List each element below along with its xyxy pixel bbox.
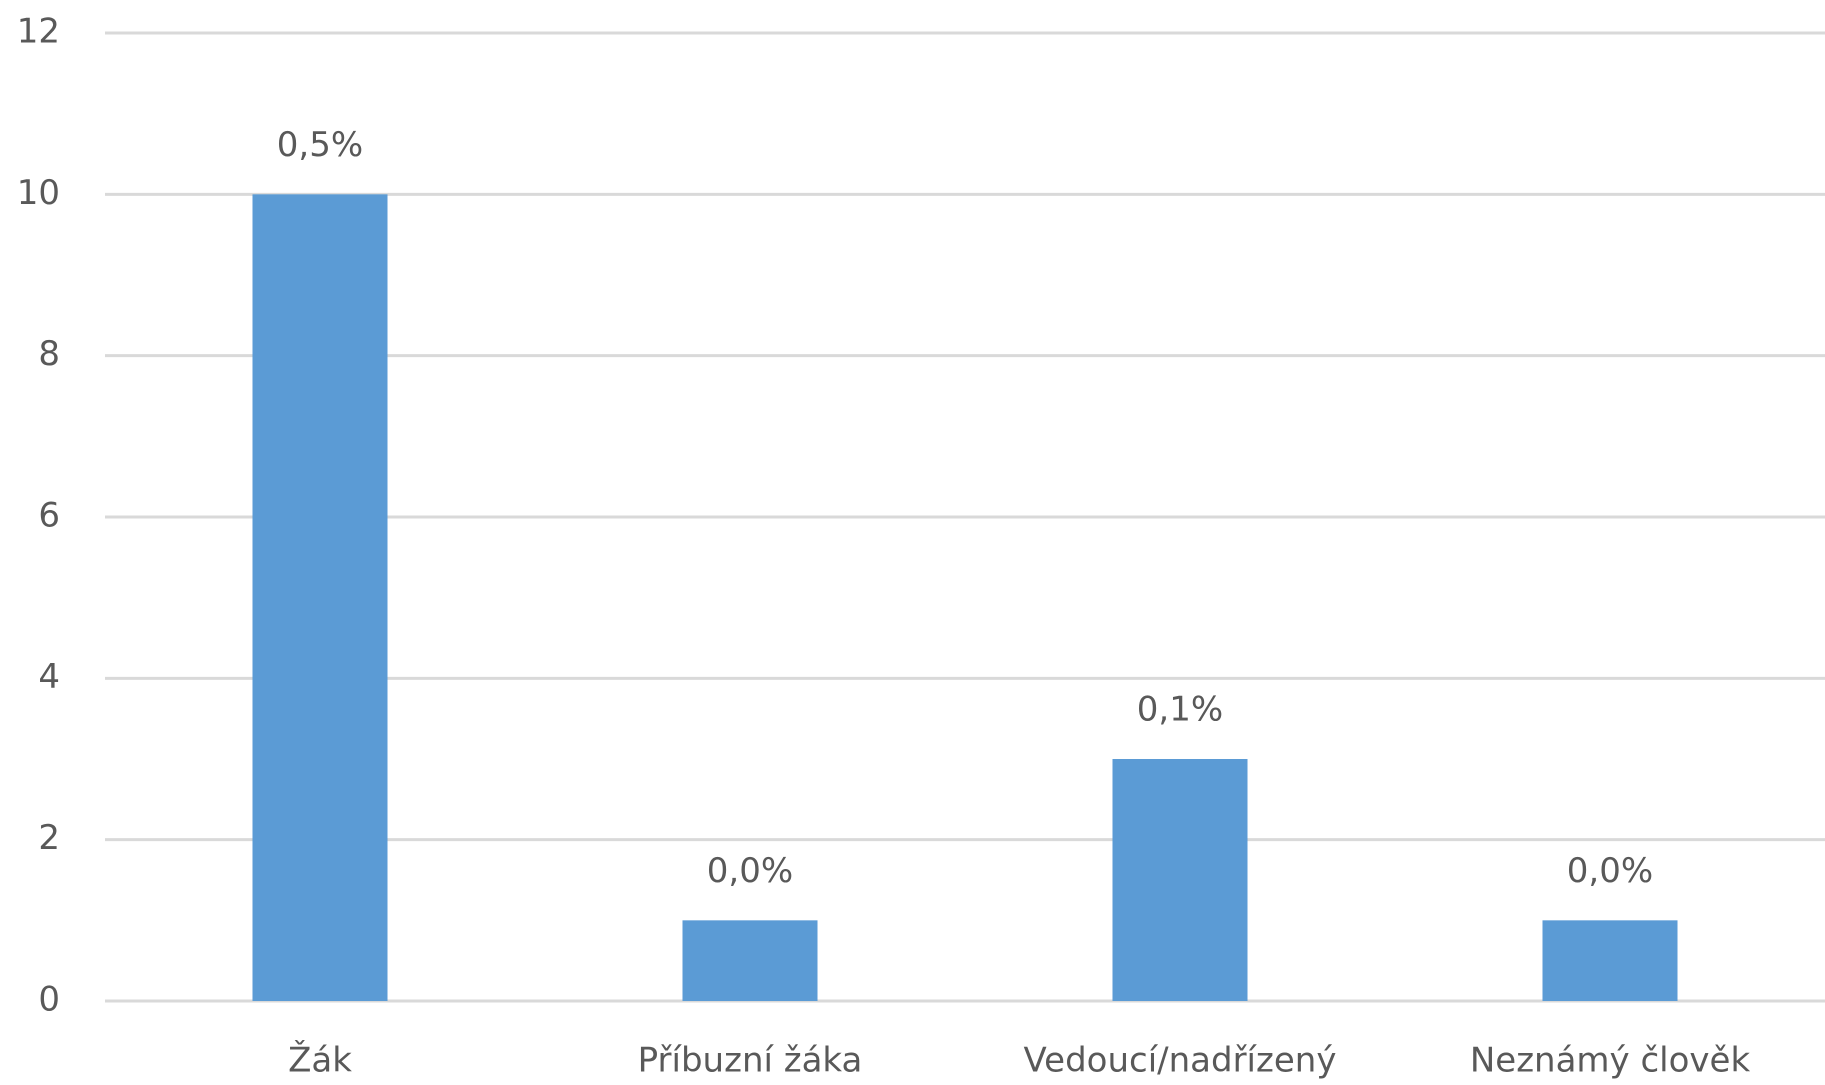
data-label: 0,0% [707, 851, 793, 891]
bar [252, 194, 388, 1002]
y-tick-label: 12 [17, 12, 60, 52]
y-tick-label: 10 [17, 173, 60, 213]
x-tick-label: Žák [288, 1040, 352, 1081]
y-tick-label: 0 [38, 980, 60, 1020]
bar [1112, 759, 1248, 1001]
y-tick-label: 2 [38, 818, 60, 858]
bar [682, 920, 818, 1001]
y-tick-label: 4 [38, 657, 60, 697]
bar [1542, 920, 1678, 1001]
x-tick-label: Příbuzní žáka [638, 1041, 863, 1081]
y-tick-label: 8 [38, 334, 60, 374]
x-tick-label: Neznámý člověk [1470, 1041, 1751, 1081]
x-tick-label: Vedoucí/nadřízený [1024, 1041, 1337, 1081]
y-tick-label: 6 [38, 496, 60, 536]
data-label: 0,5% [277, 125, 363, 165]
data-label: 0,0% [1567, 851, 1653, 891]
data-label: 0,1% [1137, 690, 1223, 730]
